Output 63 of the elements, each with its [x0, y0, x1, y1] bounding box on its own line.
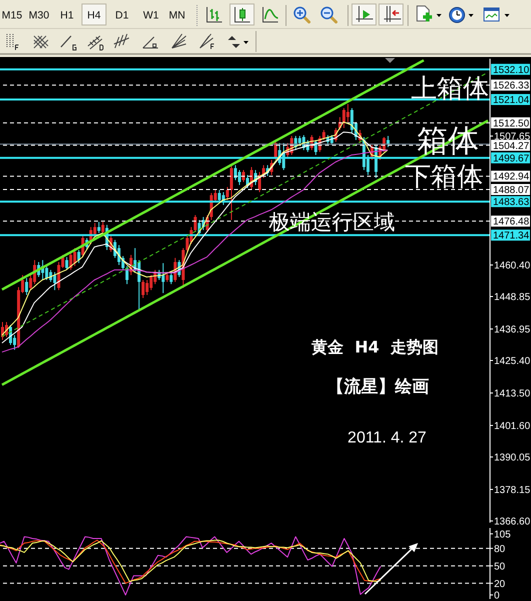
candlestick	[25, 278, 28, 296]
y-tick-label: 1378.15	[494, 484, 531, 496]
y-tick-label: 1460.40	[494, 260, 531, 272]
y-tick-label: 1413.50	[494, 388, 531, 400]
candlestick	[150, 274, 153, 291]
candlestick	[194, 214, 197, 232]
text: M15	[2, 10, 22, 22]
annotation: 2011. 4. 27	[348, 430, 427, 447]
y-tick-label: 20	[494, 578, 506, 590]
ref-line-label: 1526.33	[493, 80, 530, 92]
y-tick-label: 1401.60	[494, 421, 531, 432]
line-series	[2, 72, 488, 337]
ref-line-label: 1483.63	[493, 197, 530, 208]
text: 【流星】绘画	[327, 376, 429, 397]
line-series	[0, 536, 382, 596]
y-tick-label: 1366.60	[494, 516, 531, 528]
candlestick	[101, 221, 104, 234]
candlestick	[238, 170, 241, 186]
text: MN	[168, 10, 186, 22]
ref-line-label: 1521.04	[493, 95, 530, 106]
y-tick-label: 1390.05	[494, 452, 531, 464]
text: M30	[28, 10, 50, 22]
candlestick	[53, 272, 56, 291]
candlestick	[322, 129, 326, 141]
ref-line-label: 1512.50	[493, 118, 530, 130]
candlestick	[142, 280, 145, 299]
candlestick	[97, 221, 100, 234]
y-tick-label: 0	[494, 590, 500, 601]
candlestick	[170, 272, 173, 285]
ref-line-label: 1532.10	[493, 64, 530, 76]
text: D1	[115, 10, 129, 22]
y-tick-label: 80	[494, 544, 506, 555]
candlestick	[65, 256, 68, 270]
y-tick-label: 1507.65	[494, 132, 531, 143]
ref-line-label: 1492.94	[493, 172, 530, 183]
y-tick-label: 50	[494, 561, 506, 572]
candlestick	[162, 262, 165, 294]
candlestick	[226, 186, 229, 201]
ref-line-label: 1488.07	[493, 184, 530, 196]
ref-line-label: 1476.48	[493, 216, 530, 228]
y-tick-label: 105	[494, 529, 512, 540]
candlestick	[73, 248, 76, 267]
text: H4	[87, 10, 101, 22]
candlestick	[346, 104, 350, 123]
ref-line-label: 1471.34	[493, 230, 530, 242]
text: 黄金 H4 走势图	[310, 338, 438, 357]
candlestick	[234, 164, 237, 181]
text: W1	[143, 10, 160, 22]
candlestick	[146, 280, 149, 296]
text: H1	[60, 10, 74, 22]
candlestick	[218, 189, 221, 202]
candlestick	[166, 272, 169, 282]
y-tick-label: 1448.85	[494, 292, 531, 304]
y-tick-label: 1436.95	[494, 324, 531, 336]
candlestick	[298, 135, 302, 146]
candlestick	[350, 108, 354, 134]
candlestick	[230, 164, 233, 220]
ref-line-label: 1499.67	[493, 153, 530, 164]
ref-line-label: 1504.27	[493, 140, 530, 152]
candlestick	[57, 261, 60, 291]
candlestick	[342, 108, 346, 129]
y-tick-label: 1425.40	[494, 356, 531, 368]
candlestick	[45, 266, 48, 281]
